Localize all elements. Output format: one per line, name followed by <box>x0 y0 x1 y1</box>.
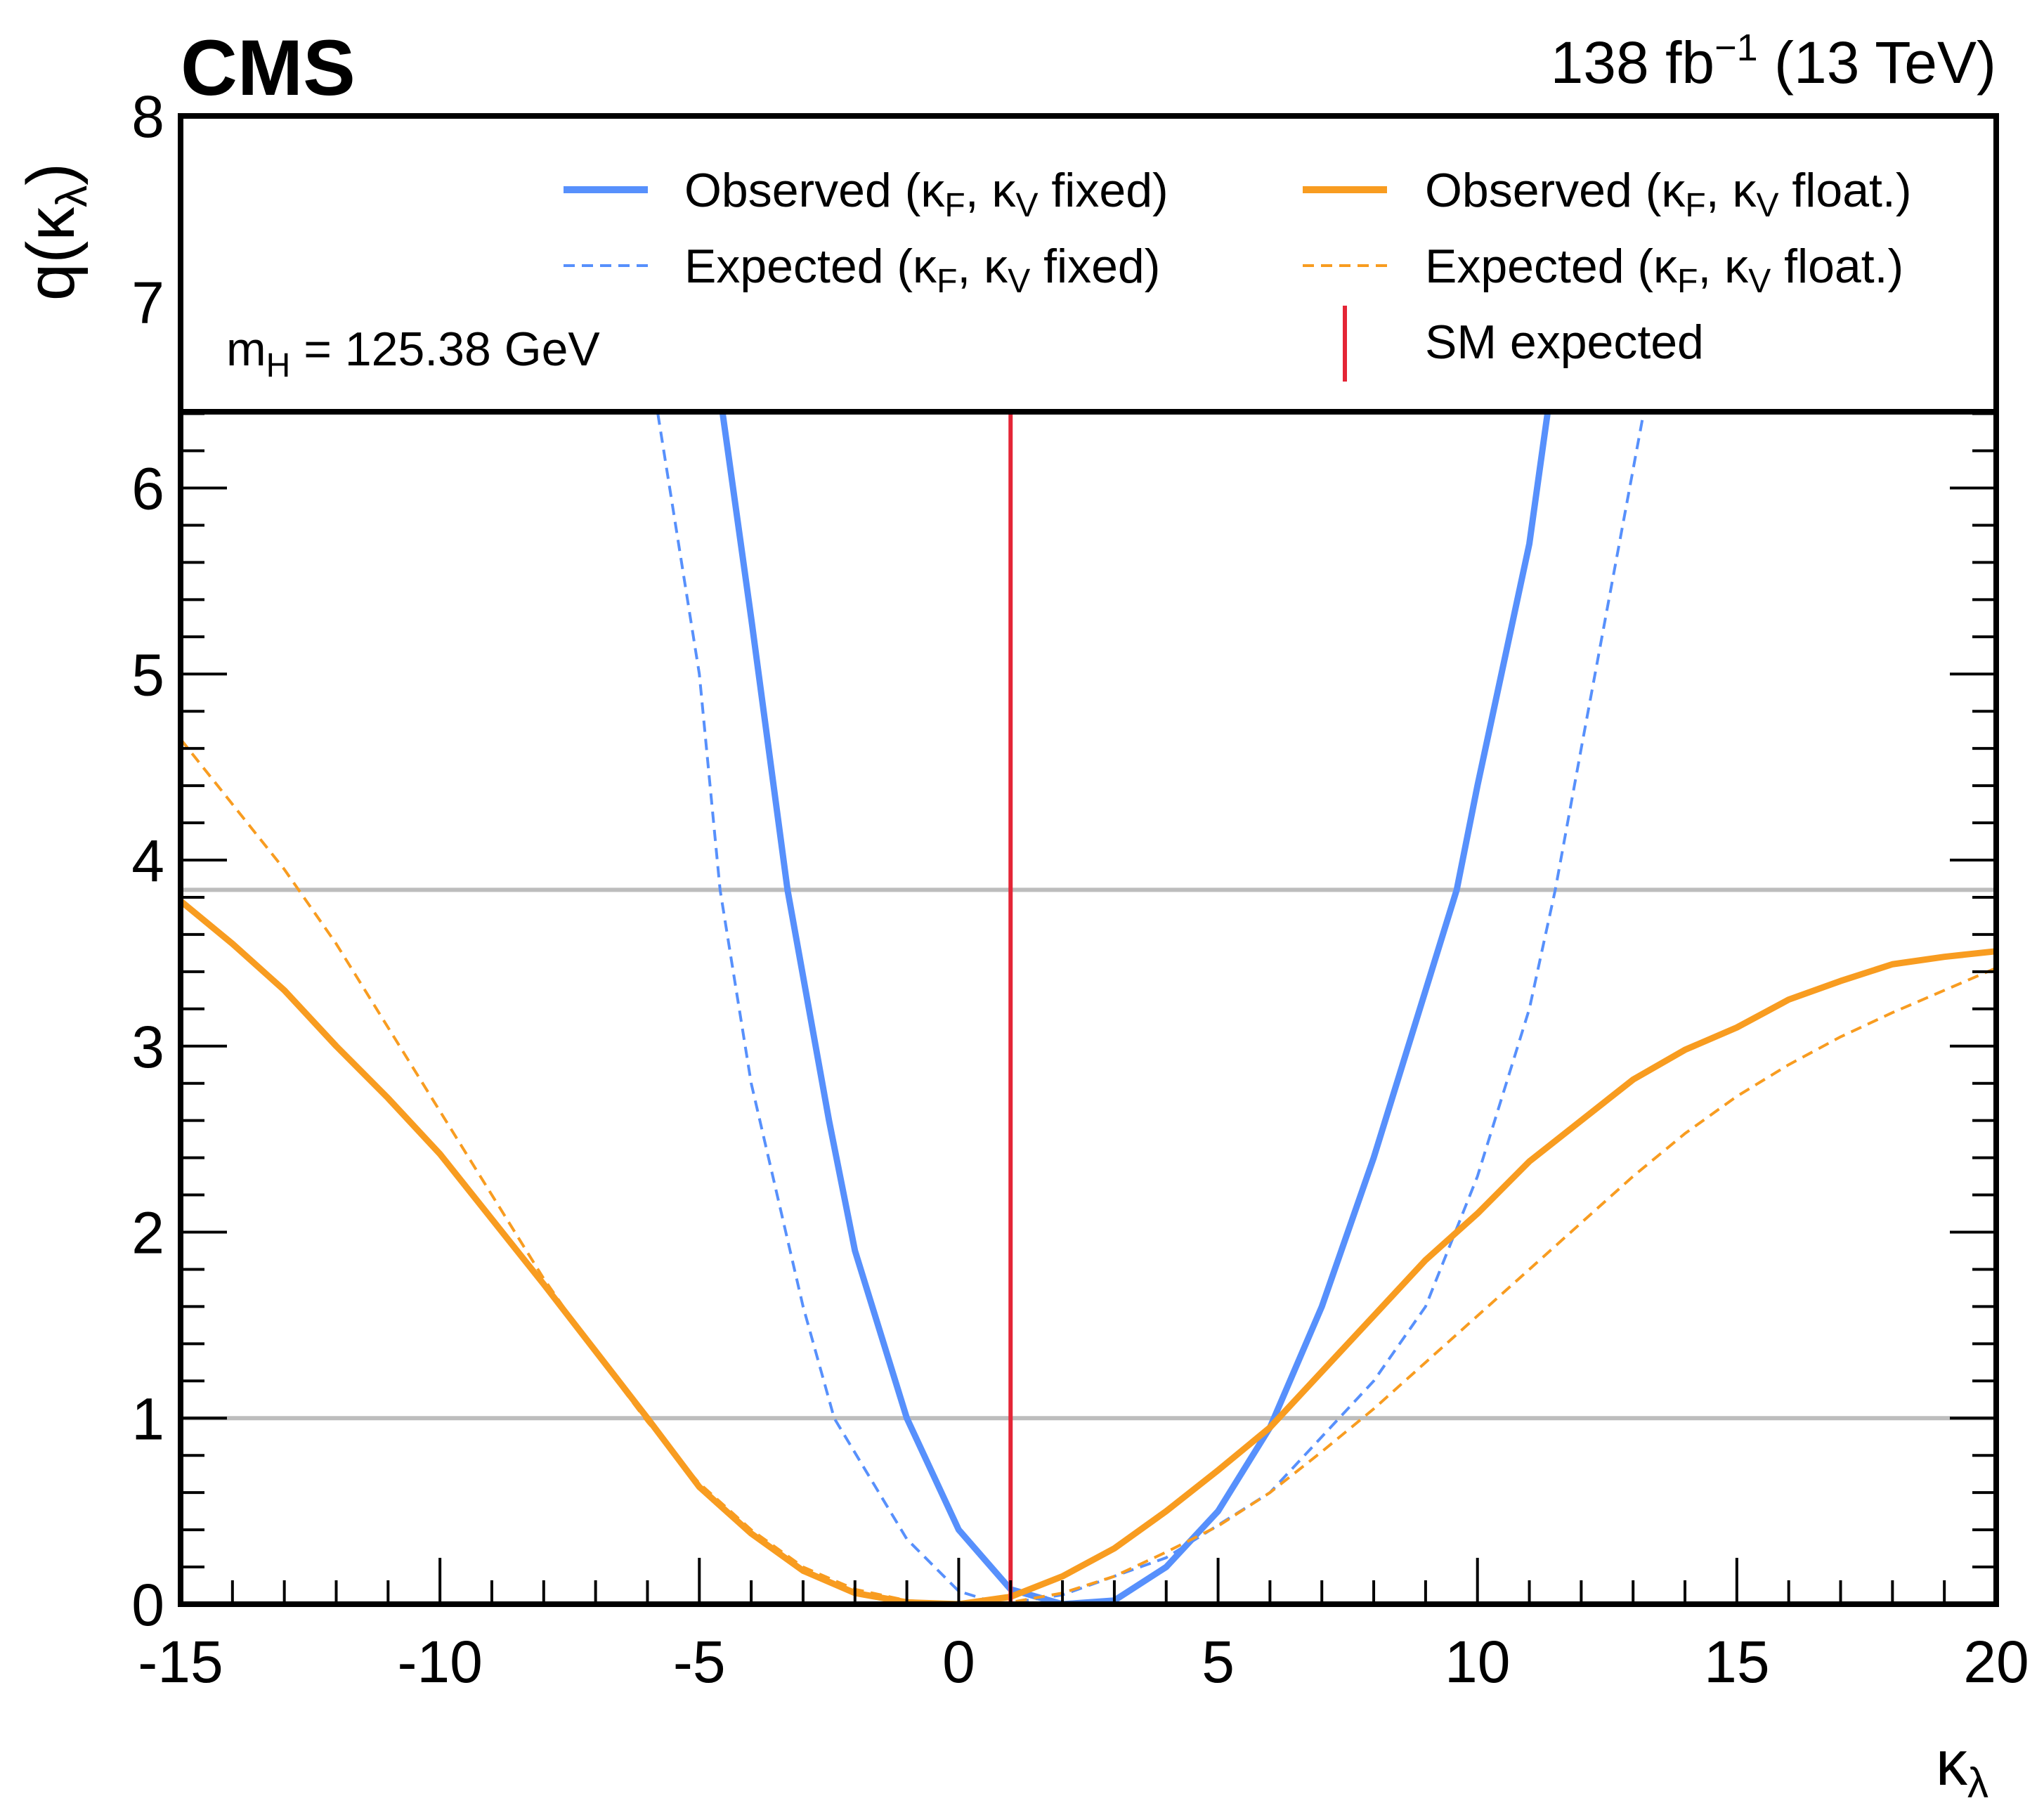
mass-annotation: mH = 125.38 GeV <box>226 323 600 384</box>
x-tick-label: 0 <box>942 1629 975 1695</box>
legend-label-sm: SM expected <box>1425 315 1704 369</box>
x-axis-label: κλ <box>1936 1729 1988 1807</box>
legend-label-2: Observed (κF, κV float.) <box>1425 164 1911 224</box>
x-tick-label: 20 <box>1963 1629 2029 1695</box>
x-tick-label: 15 <box>1704 1629 1769 1695</box>
legend-label-1: Expected (κF, κV fixed) <box>684 240 1160 300</box>
y-tick-label: 5 <box>131 642 164 708</box>
series-line-2 <box>181 898 1996 1604</box>
x-tick-label: -10 <box>397 1629 482 1695</box>
y-tick-label: 2 <box>131 1200 164 1266</box>
y-tick-label: 4 <box>131 828 164 894</box>
x-tick-label: 10 <box>1445 1629 1510 1695</box>
y-tick-label: 1 <box>131 1386 164 1452</box>
lumi-label: 138 fb−1 (13 TeV) <box>1551 27 1996 96</box>
series-line-0 <box>720 412 1551 1604</box>
y-tick-label: 6 <box>131 456 164 522</box>
y-tick-label: 8 <box>131 84 164 150</box>
x-tick-label: 5 <box>1202 1629 1235 1695</box>
legend-label-3: Expected (κF, κV float.) <box>1425 240 1903 300</box>
series-line-3 <box>181 738 1996 1604</box>
x-tick-label: -15 <box>138 1629 223 1695</box>
legend-label-0: Observed (κF, κV fixed) <box>684 164 1169 224</box>
y-axis-label: q(κλ) <box>13 163 96 301</box>
y-tick-label: 3 <box>131 1014 164 1080</box>
plot-frame <box>178 113 1999 1607</box>
y-tick-label: 0 <box>131 1572 164 1638</box>
experiment-label: CMS <box>181 24 356 112</box>
x-tick-label: -5 <box>673 1629 726 1695</box>
series-line-1 <box>656 413 1645 1604</box>
y-tick-label: 7 <box>131 270 164 336</box>
